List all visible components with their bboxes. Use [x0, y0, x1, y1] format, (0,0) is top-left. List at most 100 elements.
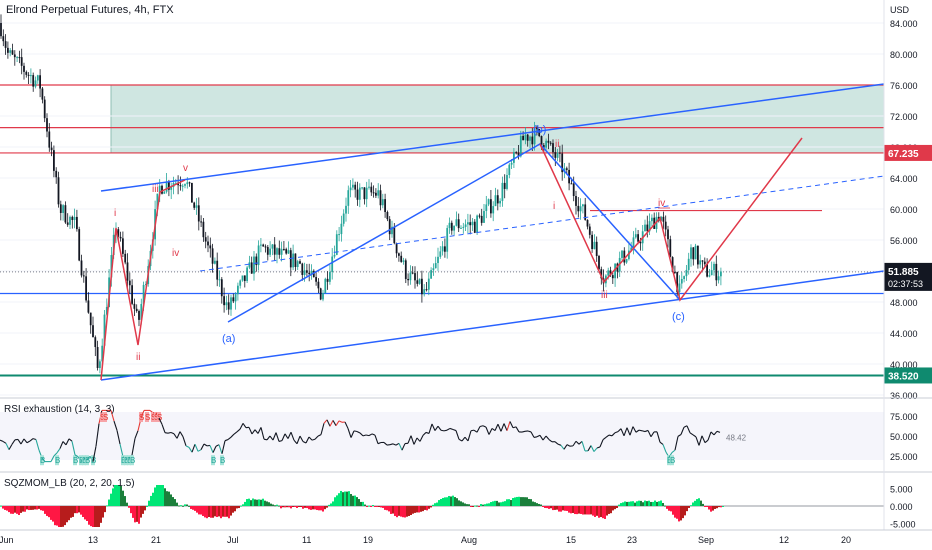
candle-body: [92, 325, 94, 338]
candle-body: [82, 275, 85, 277]
candle-body: [260, 244, 262, 246]
momentum-bar: [216, 506, 218, 518]
candle-body: [653, 217, 656, 229]
momentum-bar: [688, 506, 690, 508]
rsi-segment: [695, 436, 700, 446]
left-wave-label: v: [183, 163, 188, 174]
candle-body: [526, 134, 529, 141]
rsi-segment: [287, 431, 292, 439]
rsi-buy-marker-bg: [40, 455, 44, 466]
momentum-bar: [614, 506, 616, 510]
candle-body: [510, 162, 513, 165]
candle-body: [457, 219, 460, 229]
rsi-segment: [593, 447, 598, 452]
rsi-segment: [356, 430, 361, 434]
left-wave-label: iii: [152, 184, 159, 195]
momentum-pane-label: SQZMOM_LB (20, 2, 20, 1.5): [4, 478, 135, 489]
candle-body: [460, 227, 462, 229]
support-price-badge: 38.520: [888, 371, 919, 382]
momentum-bar: [558, 506, 560, 512]
momentum-bar: [56, 506, 58, 526]
momentum-bar: [114, 485, 116, 506]
candle-body: [319, 288, 322, 300]
candle-body: [434, 263, 437, 269]
right-wave-label: ii: [555, 139, 559, 150]
rsi-segment: [248, 427, 253, 435]
rsi-segment: [17, 439, 22, 445]
y-tick-label: 64.000: [890, 174, 918, 184]
rsi-segment: [470, 429, 475, 432]
candle-body: [292, 253, 294, 268]
rsi-segment: [32, 438, 37, 441]
momentum-bar: [720, 506, 722, 508]
rsi-pane-label: RSI exhaustion (14, 3, 3): [4, 404, 115, 415]
rsi-segment: [236, 428, 241, 433]
candle-body: [720, 271, 722, 277]
momentum-bar: [718, 506, 720, 508]
candle-body: [4, 41, 7, 48]
rsi-segment: [572, 440, 577, 447]
momentum-bar: [298, 506, 300, 507]
candle-body: [501, 182, 504, 201]
rsi-segment: [353, 430, 358, 433]
rsi-segment: [410, 435, 415, 445]
rsi-segment: [413, 437, 418, 445]
candle-body: [161, 185, 163, 194]
momentum-bar: [512, 498, 514, 506]
candle-body: [271, 244, 274, 249]
momentum-bar: [492, 501, 494, 506]
rsi-segment: [491, 428, 496, 432]
candle-body: [607, 270, 610, 276]
momentum-bar: [642, 502, 644, 506]
candle-body: [600, 269, 603, 279]
rsi-segment: [710, 431, 715, 436]
momentum-bar: [120, 485, 122, 506]
momentum-bar: [30, 506, 32, 510]
momentum-bar: [178, 505, 180, 507]
candle-body: [181, 185, 184, 187]
candle-body: [103, 314, 106, 346]
rsi-segment: [509, 421, 514, 429]
candle-body: [156, 193, 159, 210]
rsi-sell-marker-bg: [103, 412, 107, 422]
rsi-segment: [464, 436, 469, 442]
momentum-bar: [554, 506, 556, 510]
candle-body: [517, 152, 520, 157]
momentum-bar: [608, 506, 610, 514]
momentum-bar: [38, 506, 40, 509]
candle-body: [11, 50, 14, 55]
rsi-segment: [203, 443, 208, 447]
momentum-bar: [352, 495, 354, 506]
momentum-bar: [324, 506, 326, 510]
momentum-bar: [604, 506, 606, 519]
candle-body: [409, 272, 412, 281]
momentum-bar: [266, 501, 268, 506]
candle-body: [191, 182, 193, 203]
candle-body: [462, 226, 465, 228]
rsi-buy-marker-bg: [55, 455, 59, 466]
rsi-segment: [260, 427, 265, 440]
candle-body: [179, 185, 182, 187]
momentum-bar: [50, 506, 52, 520]
rsi-segment: [362, 434, 367, 437]
momentum-bar: [580, 506, 582, 514]
momentum-bar: [474, 505, 476, 507]
rsi-segment: [650, 431, 655, 438]
momentum-bar: [160, 485, 162, 506]
rsi-segment: [476, 426, 481, 433]
rsi-segment: [293, 439, 298, 445]
candle-body: [464, 224, 467, 227]
rsi-segment: [647, 430, 652, 437]
candle-body: [204, 237, 207, 242]
rsi-buy-marker-bg: [121, 455, 125, 466]
momentum-bar: [650, 501, 652, 506]
momentum-bar: [548, 506, 550, 509]
rsi-segment: [185, 445, 190, 448]
momentum-bar: [356, 497, 358, 506]
x-tick-label: 15: [566, 535, 576, 545]
momentum-bar: [212, 506, 214, 518]
right-wave-label: i: [553, 201, 555, 212]
momentum-bar: [550, 506, 552, 509]
rsi-segment: [506, 421, 511, 431]
candle-body: [685, 269, 688, 277]
